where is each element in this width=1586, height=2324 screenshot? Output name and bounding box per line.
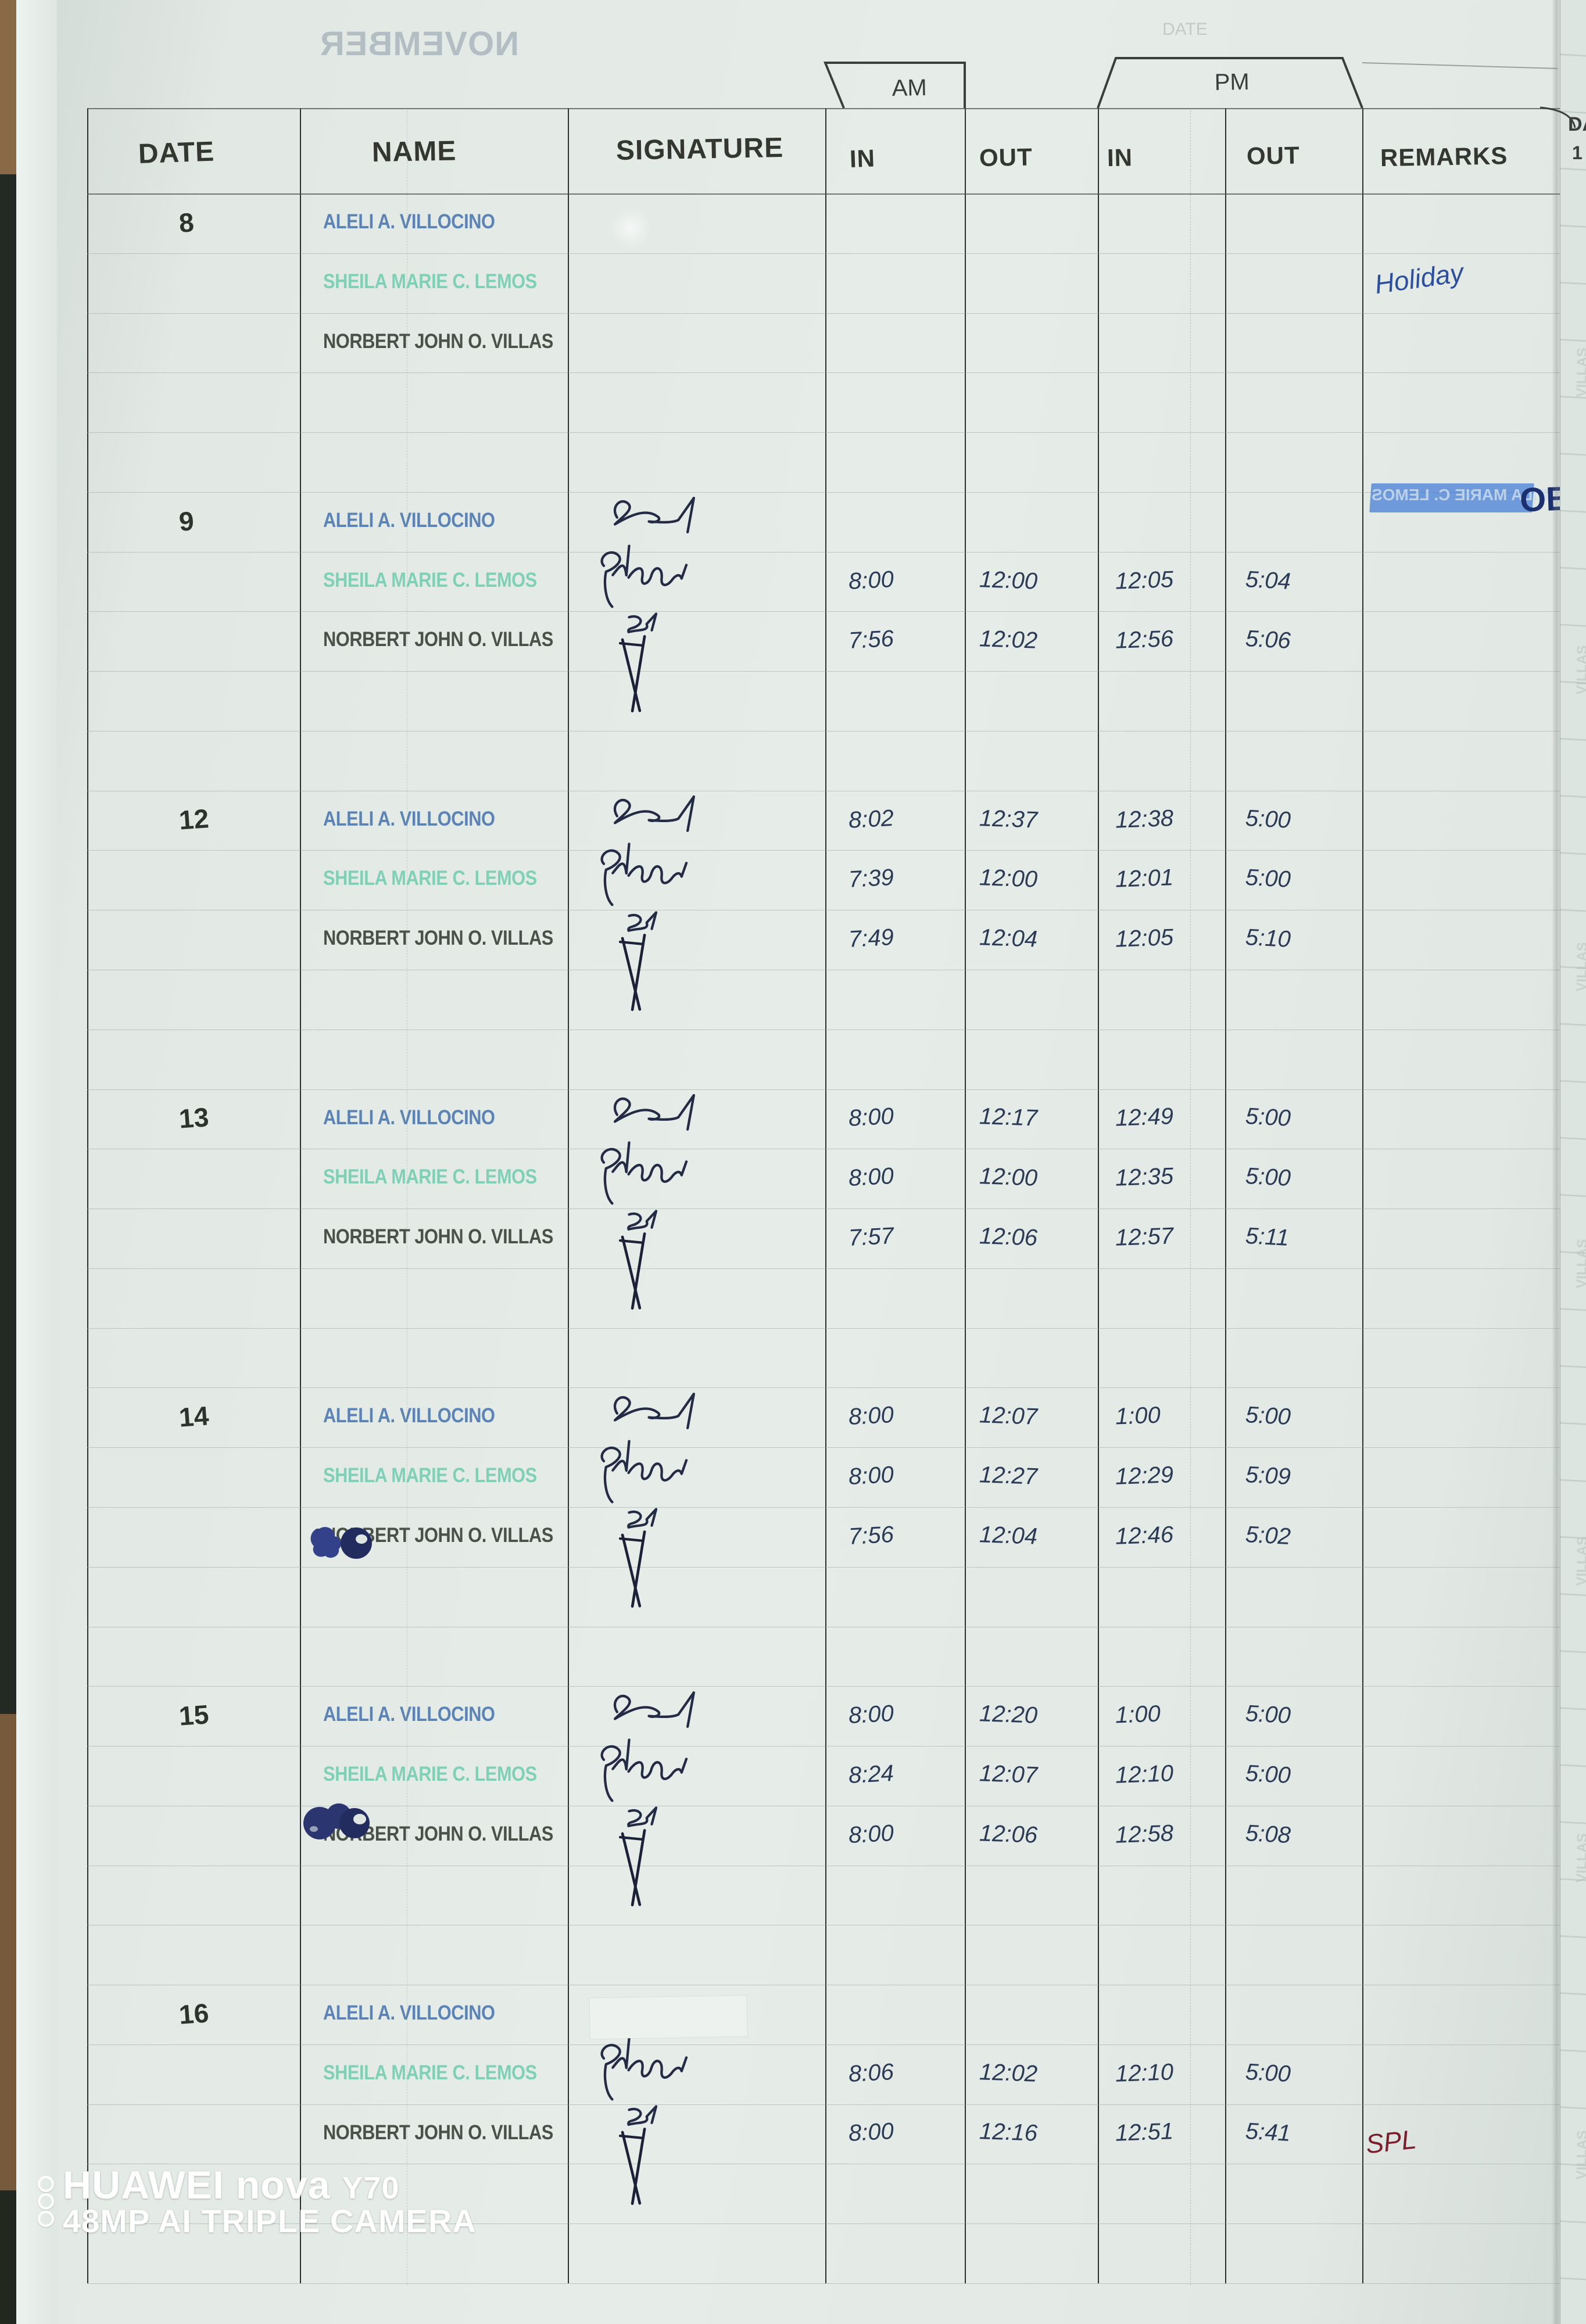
svg-text:DATE: DATE: [1162, 20, 1208, 39]
svg-text:PM: PM: [1214, 69, 1250, 95]
svg-text:AM: AM: [892, 75, 927, 101]
